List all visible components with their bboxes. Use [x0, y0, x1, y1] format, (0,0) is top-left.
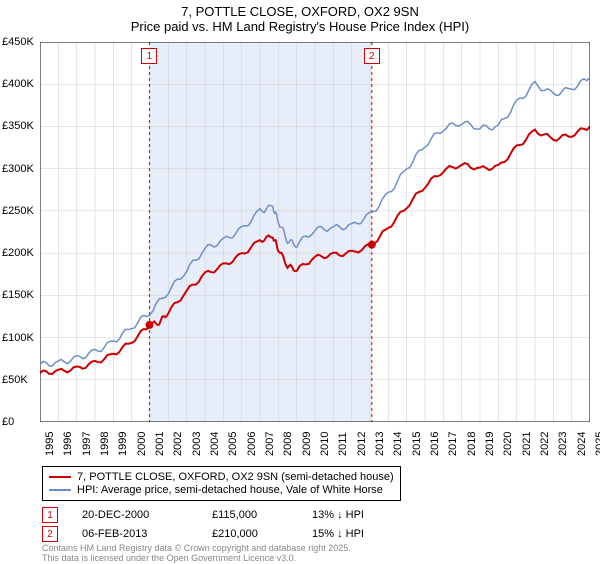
x-axis-label: 2000 [136, 432, 148, 456]
x-axis-label: 2025 [594, 432, 600, 456]
y-axis-label: £350K [2, 120, 34, 132]
sale-price: £115,000 [212, 509, 312, 521]
x-axis-label: 2009 [301, 432, 313, 456]
chart-title-block: 7, POTTLE CLOSE, OXFORD, OX2 9SN Price p… [0, 0, 600, 34]
x-axis-label: 2002 [172, 432, 184, 456]
sale-marker-icon: 1 [42, 507, 58, 523]
sale-row: 2 06-FEB-2013 £210,000 15% ↓ HPI [42, 526, 364, 542]
y-axis-label: £400K [2, 78, 34, 90]
y-axis-label: £150K [2, 289, 34, 301]
sale-row: 1 20-DEC-2000 £115,000 13% ↓ HPI [42, 507, 364, 523]
chart-legend: 7, POTTLE CLOSE, OXFORD, OX2 9SN (semi-d… [42, 466, 401, 501]
x-axis-label: 2017 [447, 432, 459, 456]
sale-date: 20-DEC-2000 [82, 509, 212, 521]
x-axis-label: 2010 [319, 432, 331, 456]
y-axis-label: £100K [2, 332, 34, 344]
legend-swatch-property [49, 476, 71, 478]
x-axis-label: 2005 [227, 432, 239, 456]
y-axis-label: £50K [2, 374, 28, 386]
x-axis-label: 1995 [44, 432, 56, 456]
x-axis-label: 1999 [117, 432, 129, 456]
x-axis-label: 2024 [576, 432, 588, 456]
legend-label: HPI: Average price, semi-detached house,… [77, 484, 383, 496]
x-axis-label: 2012 [356, 432, 368, 456]
y-axis-label: £200K [2, 247, 34, 259]
sale-marker-on-chart: 2 [364, 48, 380, 64]
sale-hpi-diff: 15% ↓ HPI [312, 528, 364, 540]
x-axis-label: 2019 [484, 432, 496, 456]
x-axis-label: 1998 [99, 432, 111, 456]
x-axis-label: 2022 [539, 432, 551, 456]
x-axis-label: 2006 [246, 432, 258, 456]
x-axis-label: 2021 [521, 432, 533, 456]
x-axis-label: 2001 [154, 432, 166, 456]
legend-label: 7, POTTLE CLOSE, OXFORD, OX2 9SN (semi-d… [77, 471, 394, 483]
x-axis-label: 2004 [209, 432, 221, 456]
x-axis-label: 1997 [81, 432, 93, 456]
x-axis-label: 2013 [374, 432, 386, 456]
chart-area: £0£50K£100K£150K£200K£250K£300K£350K£400… [40, 42, 590, 422]
x-axis-label: 2011 [337, 432, 349, 456]
sale-price: £210,000 [212, 528, 312, 540]
title-line-2: Price paid vs. HM Land Registry's House … [0, 19, 600, 34]
legend-swatch-hpi [49, 489, 71, 491]
sale-marker-icon: 2 [42, 526, 58, 542]
footnote-text: Contains HM Land Registry data © Crown c… [42, 544, 351, 564]
legend-row: HPI: Average price, semi-detached house,… [49, 484, 394, 496]
line-chart-svg [40, 42, 590, 422]
x-axis-label: 2015 [411, 432, 423, 456]
x-axis-label: 2007 [264, 432, 276, 456]
sale-marker-on-chart: 1 [141, 48, 157, 64]
y-axis-label: £250K [2, 205, 34, 217]
sale-date: 06-FEB-2013 [82, 528, 212, 540]
x-axis-label: 2014 [392, 432, 404, 456]
sales-list: 1 20-DEC-2000 £115,000 13% ↓ HPI 2 06-FE… [42, 504, 364, 545]
y-axis-label: £450K [2, 36, 34, 48]
x-axis-label: 1996 [62, 432, 74, 456]
sale-hpi-diff: 13% ↓ HPI [312, 509, 364, 521]
x-axis-label: 2018 [466, 432, 478, 456]
x-axis-label: 2003 [191, 432, 203, 456]
y-axis-label: £300K [2, 163, 34, 175]
x-axis-label: 2016 [429, 432, 441, 456]
x-axis-label: 2020 [502, 432, 514, 456]
x-axis-label: 2023 [557, 432, 569, 456]
x-axis-label: 2008 [282, 432, 294, 456]
y-axis-label: £0 [2, 416, 14, 428]
title-line-1: 7, POTTLE CLOSE, OXFORD, OX2 9SN [0, 4, 600, 19]
legend-row: 7, POTTLE CLOSE, OXFORD, OX2 9SN (semi-d… [49, 471, 394, 483]
